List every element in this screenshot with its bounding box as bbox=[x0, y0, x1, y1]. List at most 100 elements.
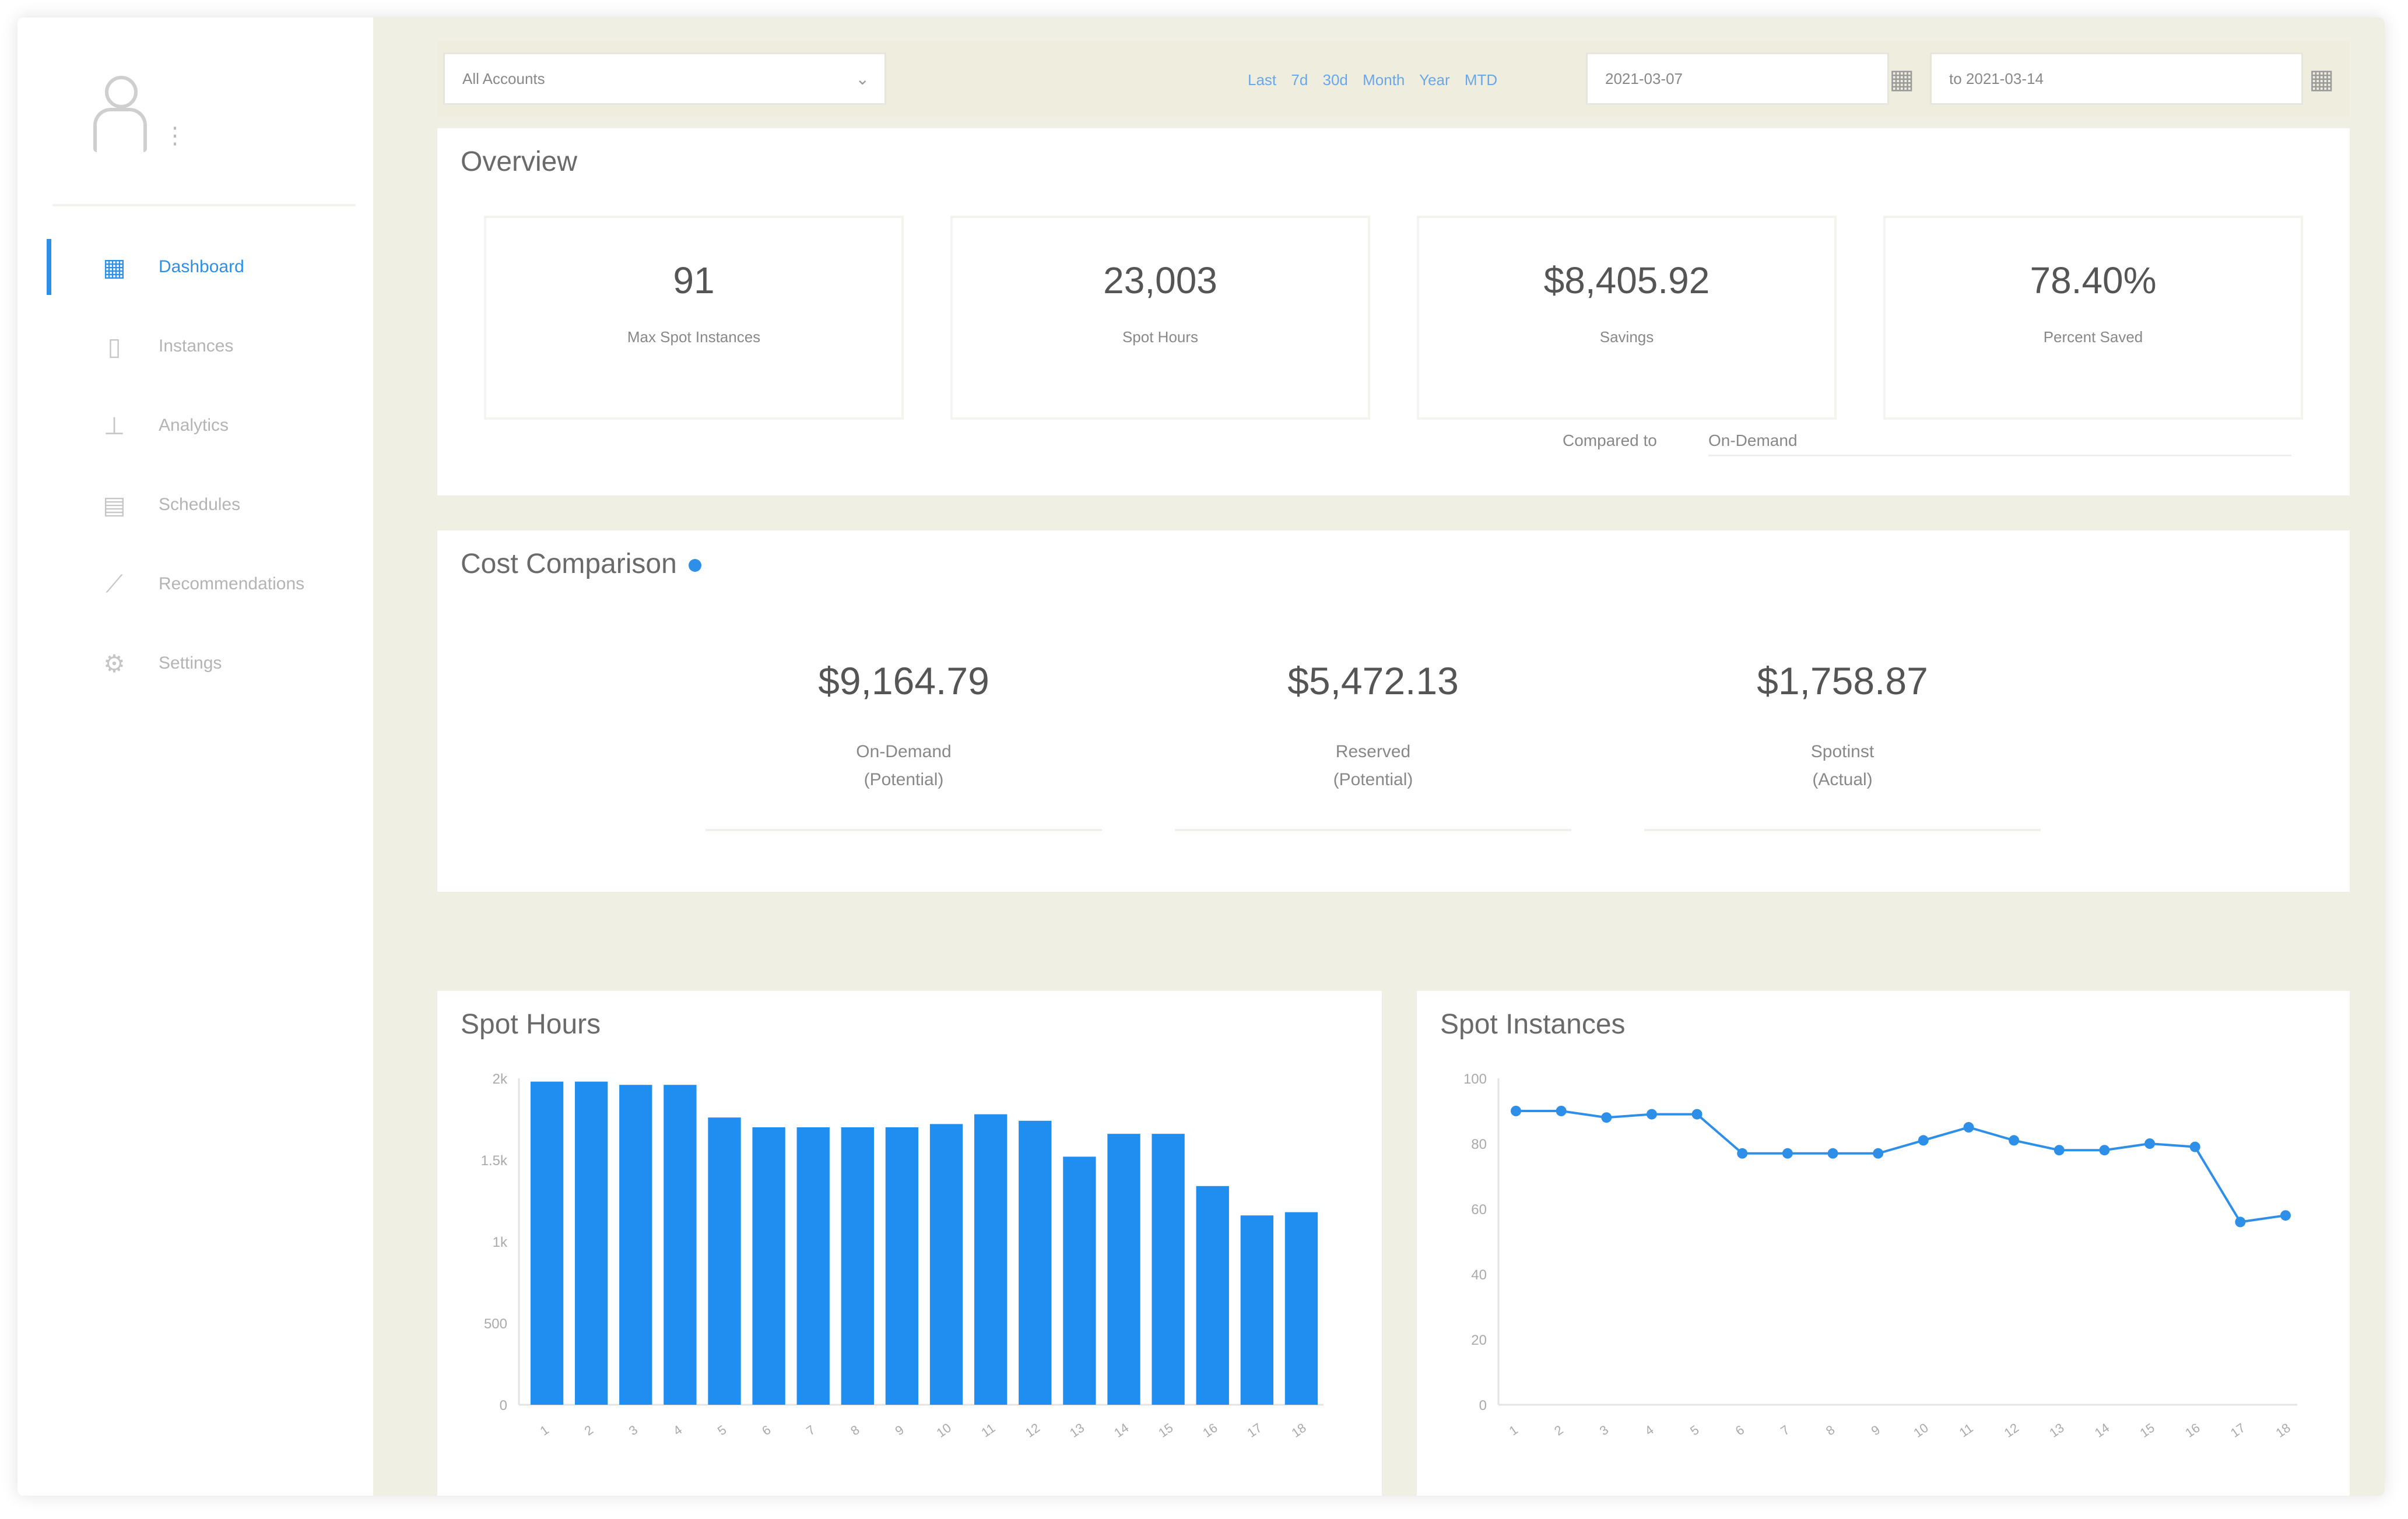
date-from-input[interactable]: 2021-03-07 bbox=[1586, 52, 1889, 105]
data-point bbox=[2009, 1135, 2020, 1146]
stat-savings: $8,405.92 Savings bbox=[1417, 216, 1837, 420]
x-tick-label: 16 bbox=[2182, 1420, 2202, 1441]
stat-value: 23,003 bbox=[1103, 259, 1217, 301]
x-tick-label: 13 bbox=[2047, 1420, 2066, 1441]
cost-value: $9,164.79 bbox=[818, 659, 989, 702]
stat-max-spot-instances: 91 Max Spot Instances bbox=[484, 216, 904, 420]
x-tick-label: 4 bbox=[1642, 1422, 1656, 1439]
sidebar-item-instances[interactable]: ▯ Instances bbox=[17, 307, 373, 386]
bar bbox=[530, 1081, 564, 1405]
sidebar-item-label: Instances bbox=[159, 336, 234, 356]
user-avatar[interactable]: ⋮ bbox=[82, 52, 233, 169]
stat-spot-hours: 23,003 Spot Hours bbox=[950, 216, 1370, 420]
data-point bbox=[2189, 1141, 2200, 1152]
series-line bbox=[1516, 1110, 2286, 1223]
x-tick-label: 12 bbox=[1023, 1420, 1042, 1441]
sidebar-item-label: Recommendations bbox=[159, 574, 305, 593]
sidebar-item-analytics[interactable]: ⊥ Analytics bbox=[17, 386, 373, 465]
sidebar-item-dashboard[interactable]: ▦ Dashboard bbox=[17, 227, 373, 307]
sidebar-item-label: Settings bbox=[159, 653, 222, 673]
info-icon[interactable] bbox=[688, 559, 701, 572]
sidebar-item-schedules[interactable]: ▤ Schedules bbox=[17, 465, 373, 544]
cost-label-line1: Spotinst bbox=[1810, 742, 1875, 761]
main-content: All Accounts ⌄ Last 7d 30d Month Year MT… bbox=[373, 17, 2385, 1496]
server-icon: ▯ bbox=[107, 332, 121, 360]
x-tick-label: 9 bbox=[892, 1422, 906, 1439]
data-point bbox=[2099, 1145, 2110, 1156]
account-select-value: All Accounts bbox=[462, 69, 545, 87]
x-tick-label: 8 bbox=[848, 1422, 862, 1439]
data-point bbox=[1827, 1148, 1838, 1159]
sidebar-item-settings[interactable]: ⚙ Settings bbox=[17, 624, 373, 703]
x-tick-label: 13 bbox=[1067, 1420, 1087, 1441]
bar bbox=[1284, 1212, 1318, 1405]
data-point bbox=[1918, 1135, 1929, 1146]
x-tick-label: 7 bbox=[803, 1422, 817, 1439]
overview-card: Overview 91 Max Spot Instances 23,003 Sp… bbox=[437, 128, 2350, 495]
compare-select-value: On-Demand bbox=[1708, 431, 1798, 449]
cost-underline bbox=[705, 829, 1102, 831]
chevron-down-icon: ⌄ bbox=[855, 70, 869, 88]
account-select[interactable]: All Accounts ⌄ bbox=[443, 52, 886, 105]
bar bbox=[1019, 1120, 1052, 1405]
avatar-head-icon bbox=[105, 76, 138, 108]
data-point bbox=[1782, 1148, 1793, 1159]
compare-select[interactable]: On-Demand bbox=[1708, 431, 2291, 456]
cost-reserved: $5,472.13 Reserved (Potential) bbox=[1175, 659, 1571, 831]
data-point bbox=[1556, 1106, 1567, 1116]
compare-label: Compared to bbox=[1563, 431, 1657, 449]
stat-label: Savings bbox=[1599, 328, 1654, 346]
stat-label: Max Spot Instances bbox=[627, 328, 761, 346]
bar bbox=[1152, 1134, 1185, 1405]
quick-range-links[interactable]: Last 7d 30d Month Year MTD bbox=[1248, 71, 1498, 89]
sidebar-item-label: Analytics bbox=[159, 416, 229, 435]
stat-value: 78.40% bbox=[2030, 259, 2157, 301]
x-tick-label: 7 bbox=[1778, 1422, 1792, 1439]
chart-icon: ▦ bbox=[103, 253, 126, 281]
data-point bbox=[2054, 1145, 2065, 1156]
data-point bbox=[1511, 1106, 1521, 1116]
data-point bbox=[1963, 1122, 1974, 1133]
cost-comparison-title: Cost Comparison bbox=[461, 548, 701, 580]
y-tick-label: 0 bbox=[500, 1398, 507, 1413]
bar bbox=[885, 1127, 919, 1405]
sidebar-item-label: Schedules bbox=[159, 495, 241, 514]
x-tick-label: 12 bbox=[2002, 1420, 2021, 1441]
sidebar-item-recommendations[interactable]: ⟋ Recommendations bbox=[17, 544, 373, 624]
bar bbox=[1063, 1156, 1096, 1405]
cost-underline bbox=[1175, 829, 1571, 831]
x-tick-label: 18 bbox=[2273, 1420, 2293, 1441]
calendar-icon: ▤ bbox=[103, 491, 126, 519]
date-to-input[interactable]: to 2021-03-14 bbox=[1930, 52, 2303, 105]
cost-label: Reserved (Potential) bbox=[1175, 738, 1571, 794]
cost-title-text: Cost Comparison bbox=[461, 548, 677, 579]
bar bbox=[708, 1117, 741, 1405]
bar bbox=[752, 1127, 785, 1405]
calendar-icon[interactable]: ▦ bbox=[1889, 64, 1915, 94]
stat-label: Spot Hours bbox=[1122, 328, 1199, 346]
x-tick-label: 5 bbox=[1687, 1422, 1701, 1439]
x-tick-label: 3 bbox=[626, 1422, 640, 1439]
stat-value: 91 bbox=[673, 259, 715, 301]
data-point bbox=[1873, 1148, 1884, 1159]
date-from-value: 2021-03-07 bbox=[1605, 69, 1683, 87]
cost-value: $5,472.13 bbox=[1287, 659, 1459, 702]
x-tick-label: 5 bbox=[715, 1422, 729, 1439]
data-point bbox=[2280, 1210, 2291, 1221]
x-tick-label: 10 bbox=[1911, 1420, 1930, 1441]
overview-title: Overview bbox=[461, 146, 578, 177]
calendar-icon[interactable]: ▦ bbox=[2309, 64, 2335, 94]
cost-label-line2: (Actual) bbox=[1812, 770, 1873, 789]
stat-value: $8,405.92 bbox=[1543, 259, 1710, 301]
account-menu-icon[interactable]: ⋮ bbox=[163, 123, 190, 149]
avatar-body-icon bbox=[93, 108, 147, 152]
x-tick-label: 17 bbox=[1244, 1420, 1264, 1441]
data-point bbox=[1691, 1109, 1703, 1120]
x-tick-label: 6 bbox=[759, 1422, 773, 1439]
bar bbox=[796, 1127, 830, 1405]
cost-on-demand: $9,164.79 On-Demand (Potential) bbox=[705, 659, 1102, 831]
y-tick-label: 100 bbox=[1463, 1071, 1487, 1087]
y-tick-label: 0 bbox=[1479, 1398, 1487, 1413]
data-point bbox=[2144, 1138, 2156, 1149]
